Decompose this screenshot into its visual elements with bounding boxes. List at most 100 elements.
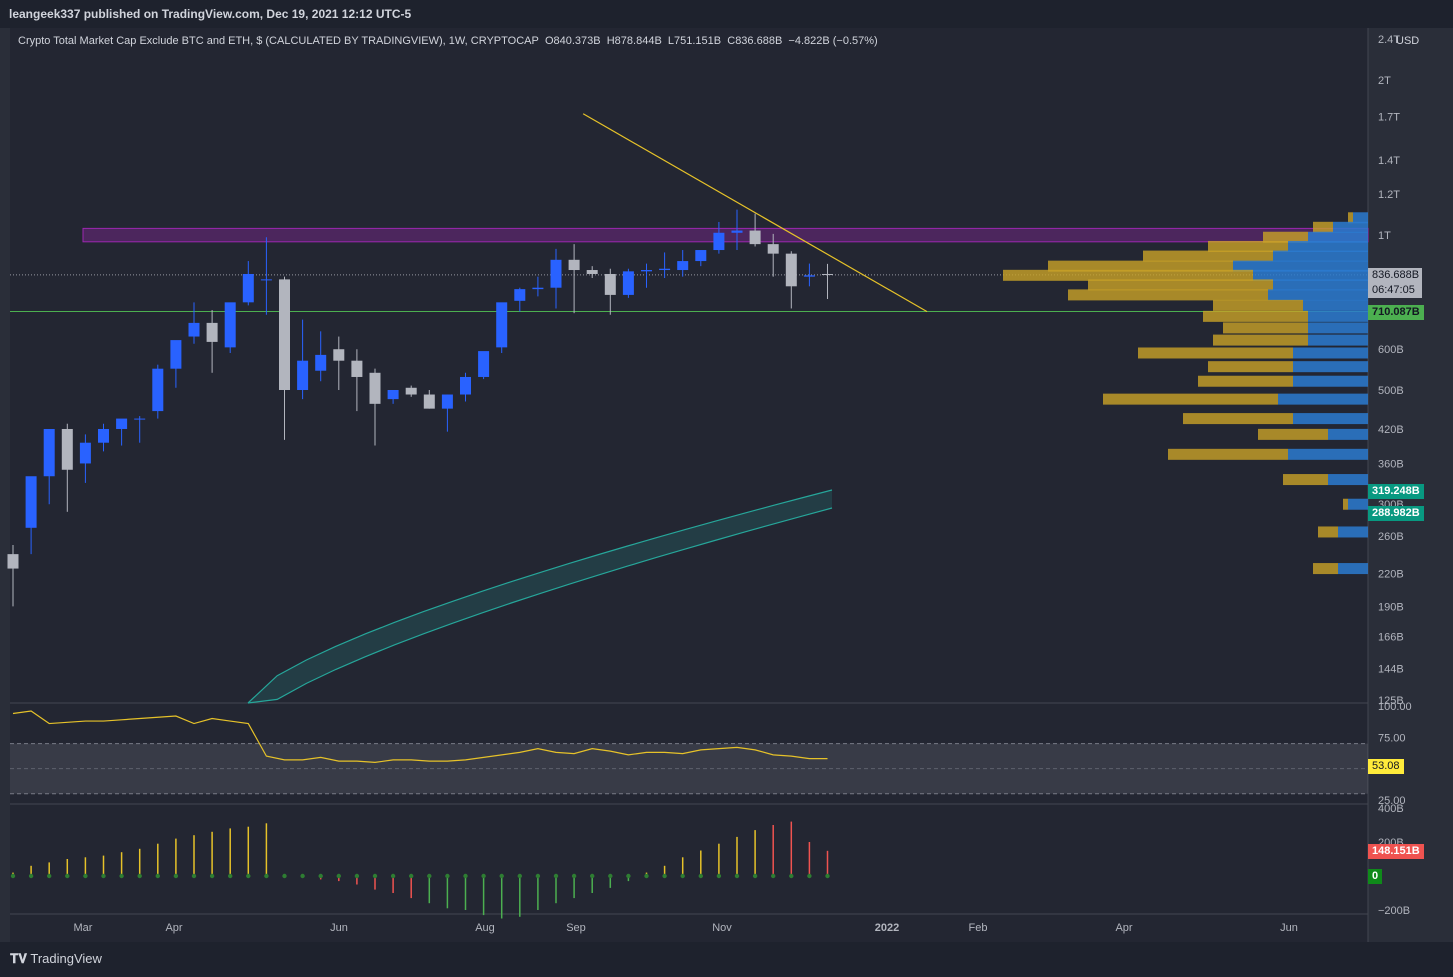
candle-body <box>242 273 254 303</box>
candle-body <box>188 322 200 337</box>
volume-zero-dot <box>481 873 486 879</box>
volume-profile-gold <box>1223 322 1308 334</box>
volume-zero-dot <box>372 873 378 879</box>
price-axis-label: 220B <box>1378 569 1404 581</box>
volume-profile-blue <box>1293 413 1368 425</box>
volume-profile-blue <box>1308 322 1368 334</box>
volume-zero-dot <box>390 873 396 879</box>
volume-profile-blue <box>1333 221 1368 233</box>
volume-zero-dot <box>771 873 776 879</box>
volume-profile-gold <box>1313 563 1338 575</box>
legend-open: O840.373B <box>544 35 601 47</box>
chart-frame <box>10 28 1368 942</box>
volume-profile-gold <box>1213 299 1303 311</box>
currency-label[interactable]: USD <box>1396 35 1420 47</box>
time-axis-label: Jun <box>1280 922 1298 934</box>
candle-body <box>550 259 562 288</box>
candle-body <box>116 418 128 429</box>
volume-profile-gold <box>1003 269 1253 281</box>
candle-body <box>731 230 743 233</box>
price-axis-label: 1.2T <box>1378 189 1400 201</box>
candle-body <box>279 279 290 390</box>
volume-zero-dot <box>499 873 504 879</box>
volume-zero-dot <box>300 873 305 879</box>
volume-profile-gold <box>1208 240 1288 252</box>
candle-body <box>224 302 236 348</box>
volume-profile-blue <box>1273 250 1368 262</box>
tradingview-logo[interactable]: 𝐓𝐕 TradingView <box>10 951 102 967</box>
volume-zero-dot <box>680 873 685 879</box>
volume-zero-dot <box>318 873 323 879</box>
descending-trendline <box>582 113 928 313</box>
volume-profile-gold <box>1263 231 1308 243</box>
time-axis-label: Apr <box>1115 922 1132 934</box>
volume-profile-blue <box>1288 448 1368 460</box>
candle-body <box>767 244 779 254</box>
volume-zero-dot <box>553 873 559 879</box>
candle-body <box>460 376 471 395</box>
candle-body <box>478 351 490 377</box>
support-price-tag: 710.087B <box>1368 305 1424 320</box>
ema-band-lower-line <box>247 507 833 704</box>
price-axis-label: 190B <box>1378 601 1404 613</box>
volume-zero-dot <box>155 873 160 879</box>
volume-profile-gold <box>1183 413 1293 425</box>
candle-body <box>297 360 309 390</box>
candle-body <box>260 279 272 281</box>
volume-profile-blue <box>1278 393 1368 405</box>
volume-zero-dot <box>101 873 106 879</box>
candle-body <box>405 387 417 395</box>
volume-zero-dot <box>10 873 16 879</box>
time-axis-label: Nov <box>712 922 732 934</box>
volume-zero-dot <box>83 873 88 879</box>
price-axis-label: 260B <box>1378 531 1404 543</box>
candle-body <box>206 322 218 342</box>
volume-zero-dot <box>535 873 541 879</box>
volume-profile-blue <box>1273 279 1368 291</box>
candle-body <box>785 253 797 287</box>
volume-profile-gold <box>1068 289 1268 301</box>
volume-profile-blue <box>1308 334 1368 346</box>
volume-zero-dot <box>626 873 631 879</box>
publisher-text: leangeek337 published on TradingView.com… <box>9 7 412 21</box>
volume-zero-dot <box>65 873 70 879</box>
volume-profile-blue <box>1338 526 1368 538</box>
bar-countdown-tag: 06:47:05 <box>1368 283 1422 298</box>
candle-body <box>351 360 363 377</box>
price-axis-label: 1.7T <box>1378 111 1400 123</box>
price-axis-label: 1.4T <box>1378 155 1400 167</box>
volume-profile-gold <box>1143 250 1273 262</box>
volume-profile-blue <box>1308 310 1368 322</box>
legend-low: L751.151B <box>667 35 722 47</box>
price-axis-label: 500B <box>1378 385 1404 397</box>
candle-body <box>568 259 580 271</box>
volume-profile-blue <box>1253 269 1368 281</box>
publisher-bar: leangeek337 published on TradingView.com… <box>0 0 1453 28</box>
candle-body <box>532 287 544 290</box>
volume-profile-blue <box>1293 375 1368 387</box>
volume-zero-dot <box>282 873 287 879</box>
time-axis-label: Sep <box>566 922 586 934</box>
volume-profile-blue <box>1293 361 1368 373</box>
volume-value-tag: 148.151B <box>1368 844 1424 859</box>
volume-zero-tag: 0 <box>1368 869 1383 884</box>
volume-zero-dot <box>463 873 468 879</box>
volume-zero-dot <box>47 873 52 879</box>
volume-zero-dot <box>789 873 794 879</box>
volume-profile-blue <box>1233 260 1368 272</box>
volume-profile-gold <box>1168 448 1288 460</box>
volume-profile-gold <box>1213 334 1308 346</box>
volume-profile-blue <box>1328 474 1368 486</box>
volume-zero-dot <box>752 873 758 879</box>
price-axis-label: 125B <box>1378 695 1404 707</box>
candle-body <box>369 372 381 404</box>
volume-zero-dot <box>409 873 414 879</box>
volume-zero-dot <box>517 873 522 879</box>
candle-body <box>677 261 689 271</box>
rsi-line <box>12 710 828 764</box>
volume-profile-gold <box>1318 526 1338 538</box>
price-axis-label: 144B <box>1378 663 1404 675</box>
last-price-tag: 836.688B <box>1368 268 1422 283</box>
candle-body <box>803 275 815 277</box>
